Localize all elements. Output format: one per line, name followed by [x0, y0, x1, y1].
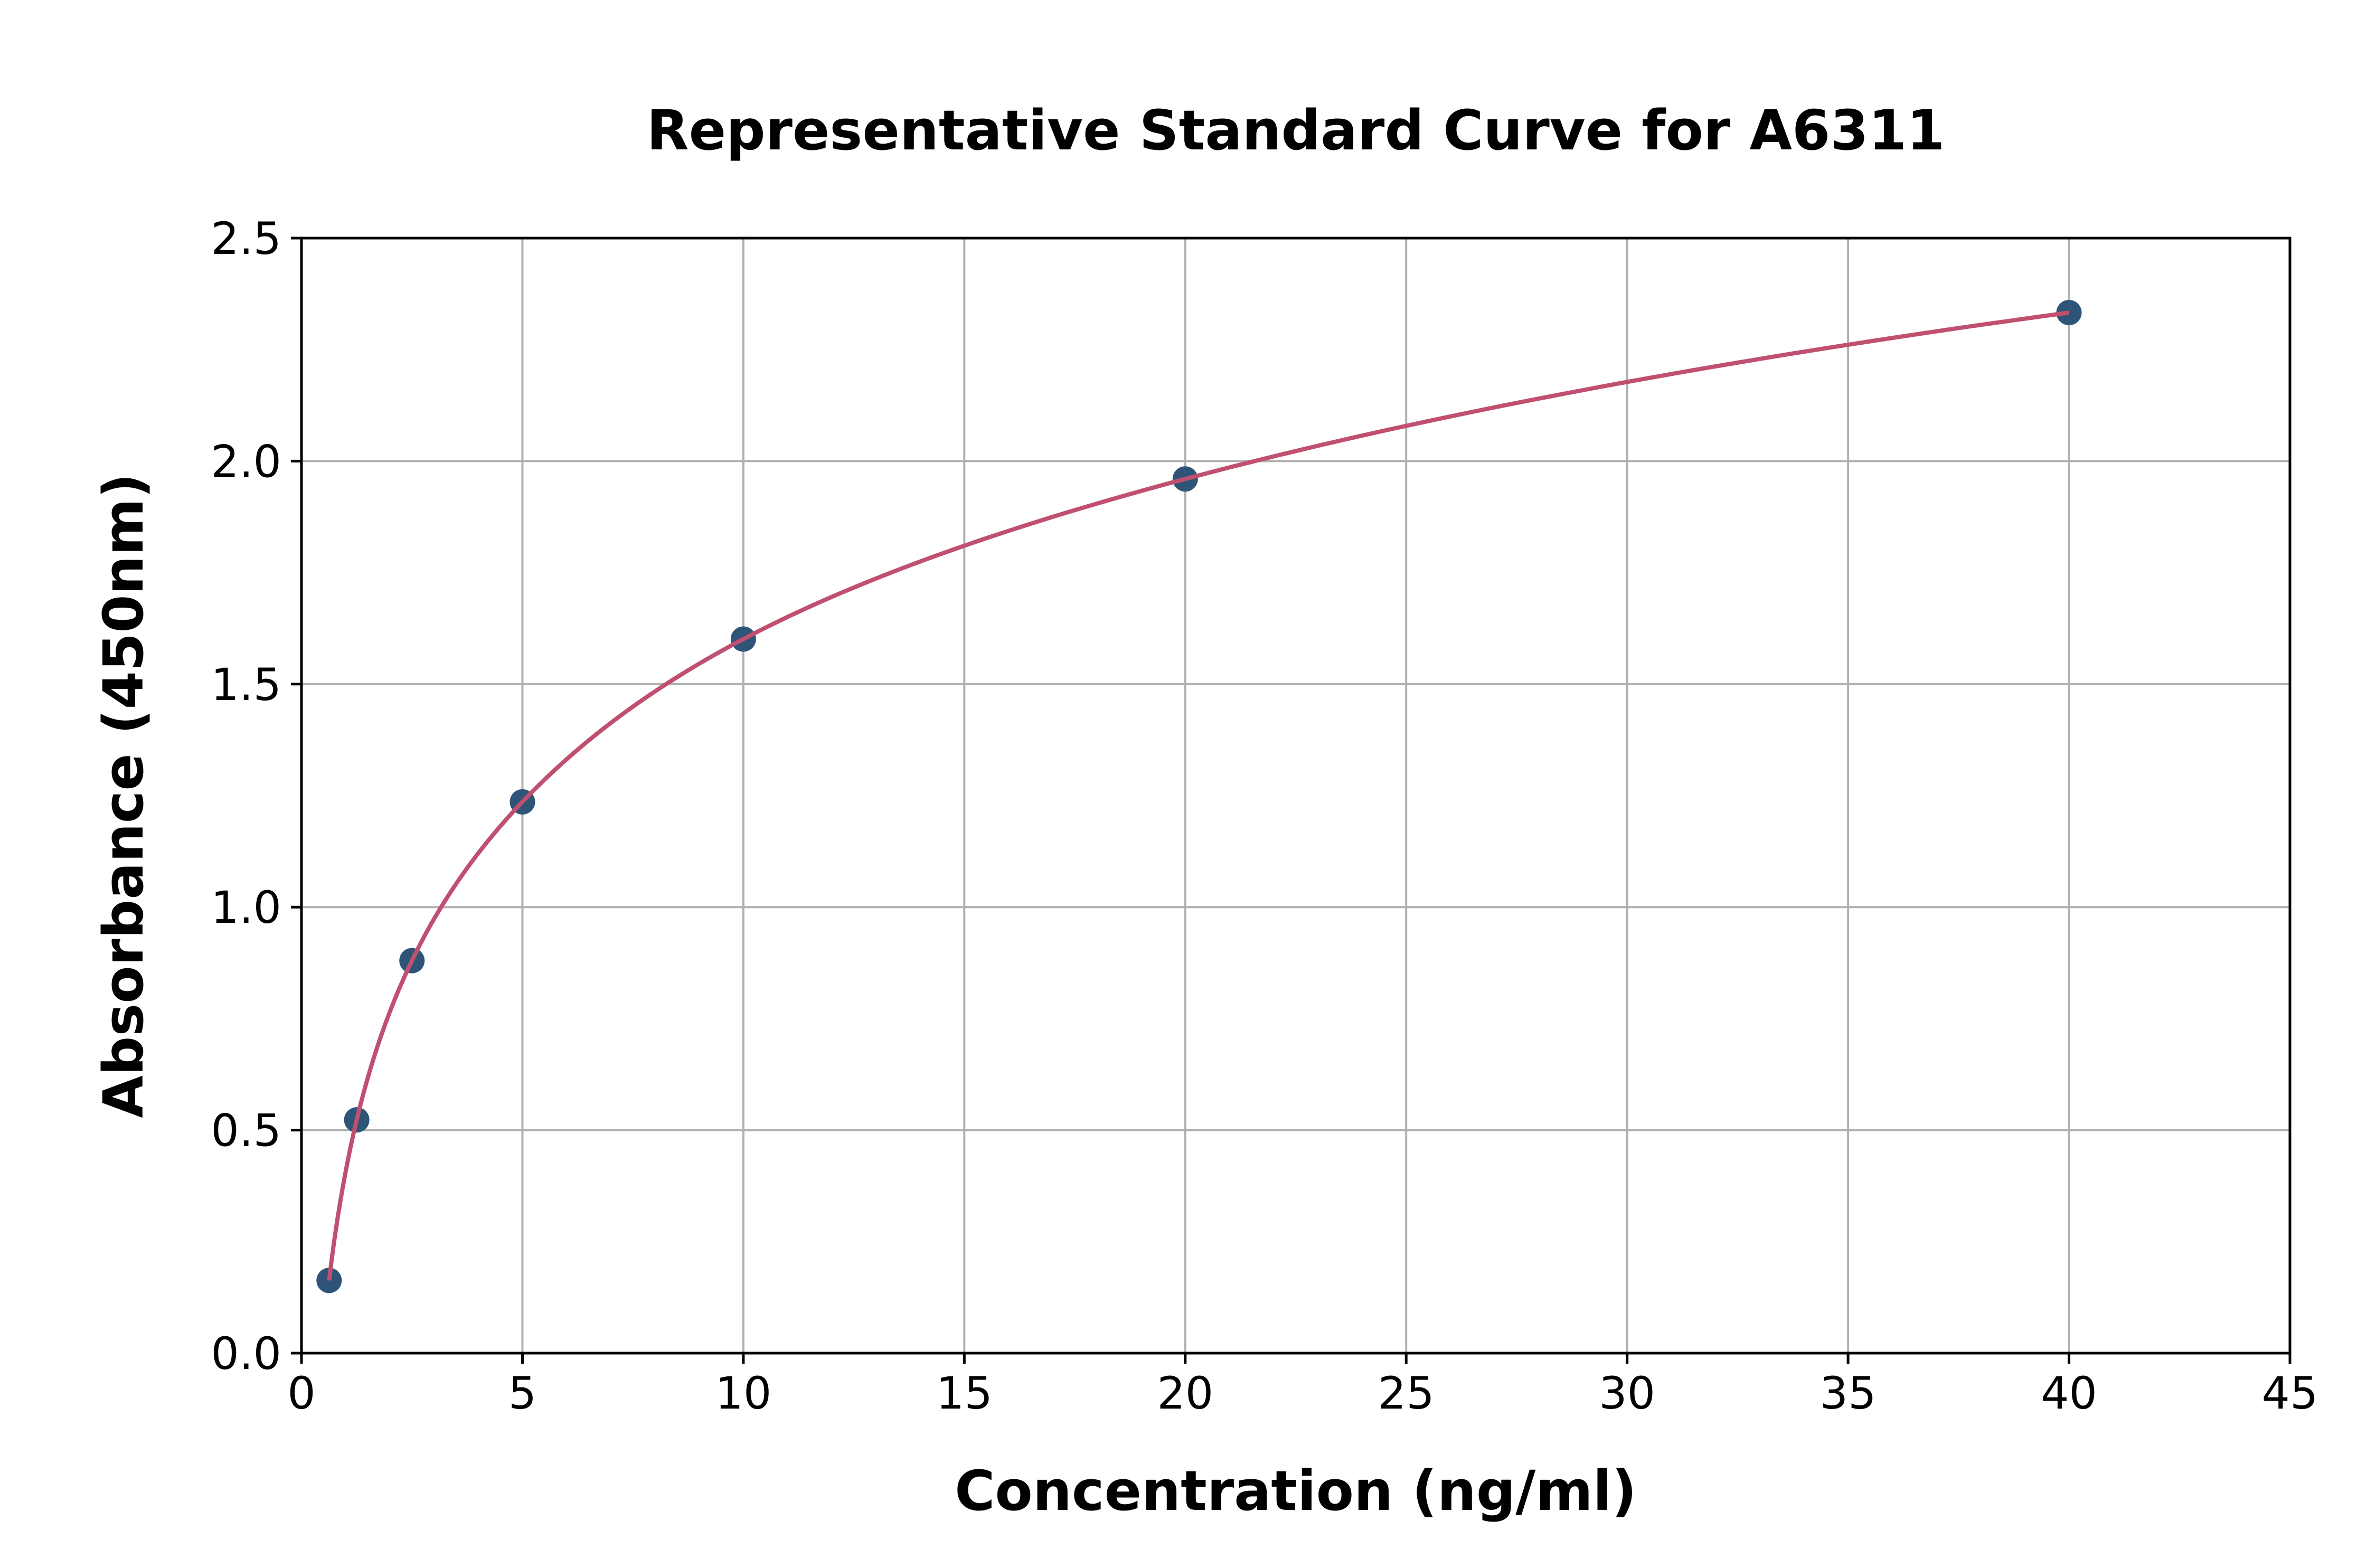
y-tick-label: 0.0 — [211, 1328, 281, 1380]
y-tick-label: 1.5 — [211, 659, 281, 711]
tick-labels: 0 5 10 15 20 25 30 35 40 45 0.0 0.5 1.0 1.5 2.0 2.5 — [211, 213, 2318, 1419]
x-tick-label: 40 — [2041, 1367, 2097, 1419]
y-tick-label: 2.0 — [211, 436, 281, 487]
y-tick-label: 1.0 — [211, 882, 281, 933]
x-tick-label: 20 — [1157, 1367, 1213, 1419]
data-points — [316, 300, 2082, 1293]
y-tick-label: 0.5 — [211, 1105, 281, 1157]
y-tick-label: 2.5 — [211, 213, 281, 265]
x-tick-label: 30 — [1599, 1367, 1655, 1419]
chart-title: Representative Standard Curve for A6311 — [647, 98, 1945, 163]
x-tick-label: 25 — [1378, 1367, 1435, 1419]
x-tick-label: 10 — [715, 1367, 771, 1419]
x-tick-label: 0 — [287, 1367, 315, 1419]
plot-frame — [300, 237, 2292, 1355]
grid — [300, 237, 2291, 1354]
x-tick-label: 15 — [936, 1367, 993, 1419]
x-axis-label: Concentration (ng/ml) — [955, 1459, 1637, 1523]
x-tick-label: 35 — [1820, 1367, 1877, 1419]
x-tick-label: 45 — [2262, 1367, 2318, 1419]
fit-curve — [327, 310, 2070, 1281]
y-axis-label: Absorbance (450nm) — [91, 473, 156, 1118]
x-tick-label: 5 — [508, 1367, 536, 1419]
